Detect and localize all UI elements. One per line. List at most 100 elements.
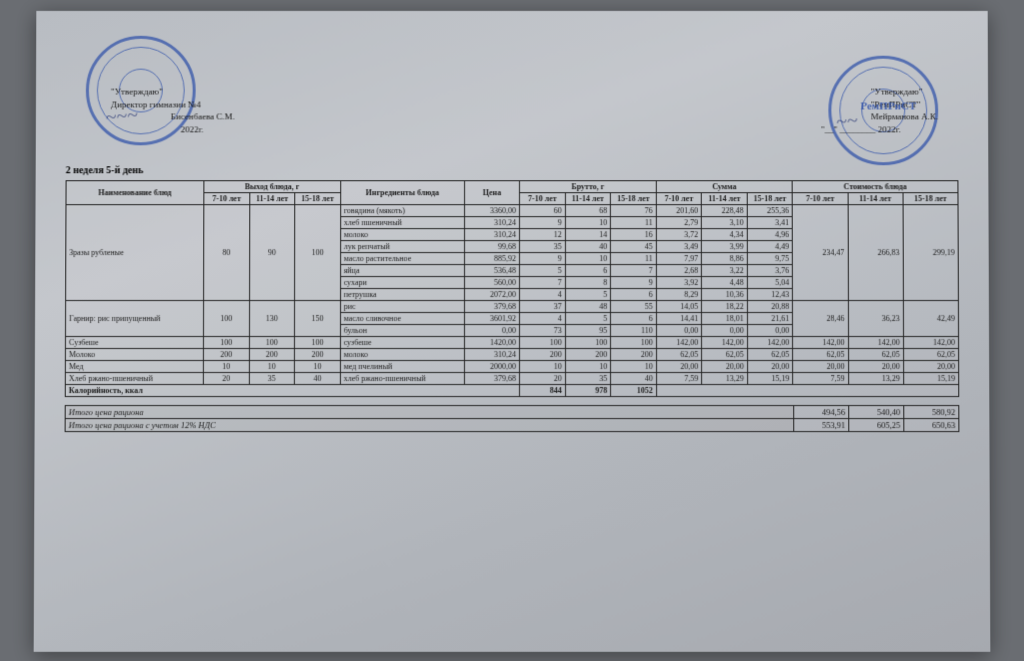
sum-cell: 7,59 <box>656 373 702 385</box>
stamp-right-text: РемПРиСТ <box>860 100 916 112</box>
cost-cell: 20,00 <box>848 361 903 373</box>
sum-cell: 20,00 <box>747 361 793 373</box>
brutto-cell: 45 <box>611 241 657 253</box>
sum-cell: 3,92 <box>656 277 702 289</box>
sum-cell: 21,61 <box>747 313 793 325</box>
yield-cell: 90 <box>249 205 295 301</box>
brutto-cell: 73 <box>520 325 566 337</box>
ingredient-cell: петрушка <box>340 289 464 301</box>
sum-cell: 62,05 <box>656 349 702 361</box>
col-yield: Выход блюда, г <box>204 181 340 193</box>
price-cell: 0,00 <box>464 325 519 337</box>
sum-cell: 12,43 <box>747 289 793 301</box>
brutto-cell: 9 <box>611 277 657 289</box>
price-cell: 310,24 <box>464 349 519 361</box>
sum-cell: 3,99 <box>702 241 748 253</box>
table-row: Сузбеше100100100сузбеше1420,001001001001… <box>65 336 958 348</box>
ingredient-cell: мед пчелиный <box>340 361 464 373</box>
yield-cell: 100 <box>295 336 341 348</box>
brutto-cell: 95 <box>565 325 611 337</box>
approval-right-line1: "Утверждаю" <box>821 86 938 99</box>
brutto-cell: 5 <box>520 265 566 277</box>
brutto-cell: 4 <box>520 313 566 325</box>
brutto-cell: 100 <box>520 336 566 348</box>
brutto-cell: 6 <box>611 313 657 325</box>
sum-cell: 9,75 <box>747 253 793 265</box>
yield-cell: 40 <box>295 373 341 385</box>
cost-cell: 62,05 <box>903 349 958 361</box>
col-price: Цена <box>464 181 519 205</box>
cost-cell: 62,05 <box>848 349 903 361</box>
brutto-cell: 9 <box>520 217 566 229</box>
brutto-cell: 7 <box>611 265 657 277</box>
cost-cell: 142,00 <box>793 336 848 348</box>
sum-cell: 14,41 <box>656 313 702 325</box>
dish-name-cell: Гарнир: рис припущенный <box>65 301 203 337</box>
cost-cell: 36,23 <box>848 301 903 337</box>
sum-cell: 5,04 <box>747 277 793 289</box>
brutto-cell: 76 <box>611 205 657 217</box>
sum-cell: 20,00 <box>702 361 748 373</box>
brutto-cell: 6 <box>565 265 611 277</box>
ingredient-cell: сухари <box>340 277 464 289</box>
ingredient-cell: говядина (мякоть) <box>340 205 464 217</box>
yield-cell: 20 <box>203 373 249 385</box>
price-cell: 310,24 <box>464 217 519 229</box>
ingredient-cell: хлеб ржано-пшеничный <box>340 373 464 385</box>
sum-cell: 142,00 <box>702 336 748 348</box>
brutto-cell: 10 <box>565 361 611 373</box>
cost-cell: 20,00 <box>903 361 958 373</box>
dish-name-cell: Молоко <box>65 349 203 361</box>
calories-label: Калорийность, ккал <box>65 385 519 397</box>
brutto-cell: 200 <box>565 349 611 361</box>
brutto-cell: 110 <box>611 325 657 337</box>
yield-cell: 200 <box>249 349 295 361</box>
brutto-cell: 5 <box>565 289 611 301</box>
approval-left-line1: "Утверждаю" <box>111 86 235 99</box>
table-row: Гарнир: рис припущенный100130150рис379,6… <box>66 301 959 313</box>
totals-val: 553,91 <box>794 419 849 432</box>
price-cell: 99,68 <box>464 241 519 253</box>
brutto-cell: 68 <box>565 205 611 217</box>
col-sum-age3: 15-18 лет <box>747 193 793 205</box>
sum-cell: 14,05 <box>656 301 702 313</box>
yield-cell: 100 <box>249 336 295 348</box>
brutto-cell: 200 <box>520 349 566 361</box>
yield-cell: 150 <box>295 301 341 337</box>
yield-cell: 10 <box>203 361 249 373</box>
brutto-cell: 5 <box>565 313 611 325</box>
cost-cell: 62,05 <box>793 349 848 361</box>
sum-cell: 4,48 <box>702 277 748 289</box>
sum-cell: 10,36 <box>702 289 748 301</box>
sum-cell: 2,79 <box>656 217 702 229</box>
empty-cell <box>656 385 958 397</box>
yield-cell: 80 <box>204 205 250 301</box>
calories-cell: 978 <box>565 385 611 397</box>
sum-cell: 4,49 <box>747 241 793 253</box>
brutto-cell: 100 <box>565 336 611 348</box>
brutto-cell: 55 <box>611 301 657 313</box>
sum-cell: 3,72 <box>656 229 702 241</box>
document-paper: РемПРиСТ "Утверждаю" Директор гимназии №… <box>34 11 991 652</box>
cost-cell: 142,00 <box>903 336 958 348</box>
brutto-cell: 7 <box>520 277 566 289</box>
cost-cell: 20,00 <box>793 361 848 373</box>
col-cost-age1: 7-10 лет <box>793 193 848 205</box>
cost-cell: 266,83 <box>848 205 903 301</box>
dish-name-cell: Сузбеше <box>65 336 203 348</box>
col-sum-age2: 11-14 лет <box>702 193 748 205</box>
brutto-cell: 100 <box>611 336 657 348</box>
brutto-cell: 11 <box>611 217 657 229</box>
col-dish-name: Наименование блюд <box>66 181 204 205</box>
sum-cell: 8,86 <box>702 253 748 265</box>
price-cell: 3360,00 <box>464 205 519 217</box>
sum-cell: 3,22 <box>702 265 748 277</box>
cost-cell: 7,59 <box>793 373 848 385</box>
sum-cell: 142,00 <box>747 336 793 348</box>
sum-cell: 3,49 <box>656 241 702 253</box>
sum-cell: 4,34 <box>702 229 748 241</box>
cost-cell: 13,29 <box>848 373 903 385</box>
sum-cell: 13,29 <box>702 373 748 385</box>
brutto-cell: 6 <box>611 289 657 301</box>
totals-label-1: Итого цена рациона <box>65 406 794 419</box>
